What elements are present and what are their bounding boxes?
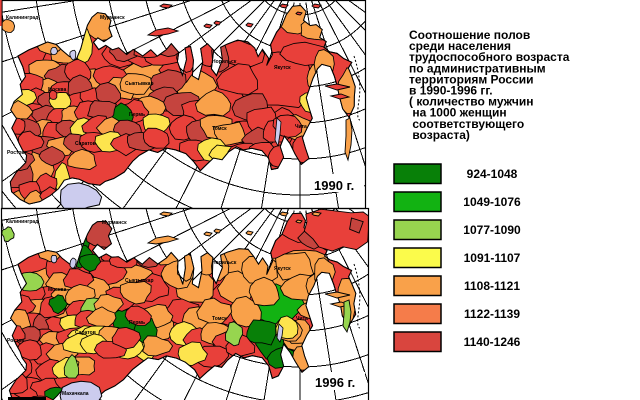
svg-text:Саратов: Саратов <box>75 141 96 147</box>
svg-text:Чита: Чита <box>296 316 308 322</box>
svg-text:( количество мужчин: ( количество мужчин <box>409 95 533 109</box>
svg-text:возраста): возраста) <box>409 128 470 142</box>
svg-text:Махачкала: Махачкала <box>62 391 89 397</box>
svg-text:Мурманск: Мурманск <box>100 15 125 21</box>
svg-text:Саратов: Саратов <box>75 330 96 336</box>
svg-text:среди населения: среди населения <box>409 39 511 53</box>
svg-text:1140-1246: 1140-1246 <box>464 335 521 349</box>
svg-text:Томск: Томск <box>212 316 227 322</box>
svg-text:Калининград: Калининград <box>6 219 39 225</box>
svg-text:Норильск: Норильск <box>212 260 237 266</box>
svg-text:Норильск: Норильск <box>212 59 237 65</box>
svg-text:Москва: Москва <box>48 87 66 93</box>
svg-text:924-1048: 924-1048 <box>467 167 518 181</box>
svg-text:1122-1139: 1122-1139 <box>464 307 520 321</box>
svg-text:территориям России: территориям России <box>409 72 534 86</box>
svg-text:Калининград: Калининград <box>6 15 39 21</box>
svg-text:1091-1107: 1091-1107 <box>464 251 521 265</box>
svg-text:соответствующего: соответствующего <box>409 117 524 131</box>
svg-text:1990 г.: 1990 г. <box>314 178 354 193</box>
svg-text:Мурманск: Мурманск <box>102 220 127 226</box>
svg-text:Ростов-: Ростов- <box>7 338 26 344</box>
svg-text:Москва: Москва <box>48 287 66 293</box>
svg-text:1077-1090: 1077-1090 <box>463 223 521 237</box>
svg-text:на 1000 женщин: на 1000 женщин <box>409 106 507 120</box>
svg-text:Ростов-: Ростов- <box>7 150 26 156</box>
svg-text:трудоспособного возраста: трудоспособного возраста <box>409 50 570 64</box>
svg-text:Сыктывкар: Сыктывкар <box>125 81 154 87</box>
svg-text:Пермь: Пермь <box>129 112 145 118</box>
svg-text:Соотношение полов: Соотношение полов <box>409 28 530 42</box>
svg-text:Якутск: Якутск <box>274 266 291 272</box>
svg-text:Сыктывкар: Сыктывкар <box>125 278 154 284</box>
svg-text:Пермь: Пермь <box>129 320 145 326</box>
svg-text:Чита: Чита <box>295 124 307 130</box>
svg-text:в 1990-1996 гг.: в 1990-1996 гг. <box>409 84 493 98</box>
svg-text:Томск: Томск <box>212 126 227 132</box>
svg-text:1049-1076: 1049-1076 <box>463 195 521 209</box>
svg-text:1996 г.: 1996 г. <box>315 375 355 390</box>
svg-text:1108-1121: 1108-1121 <box>464 279 520 293</box>
svg-text:по административным: по административным <box>409 61 546 75</box>
svg-text:Якутск: Якутск <box>274 65 291 71</box>
